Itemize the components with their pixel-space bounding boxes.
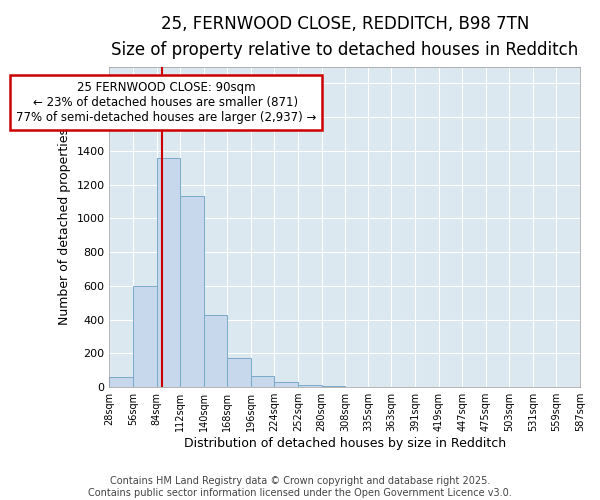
Bar <box>322 386 345 387</box>
Bar <box>298 386 322 387</box>
Bar <box>203 314 227 387</box>
Bar <box>227 358 251 387</box>
Text: 25 FERNWOOD CLOSE: 90sqm
← 23% of detached houses are smaller (871)
77% of semi-: 25 FERNWOOD CLOSE: 90sqm ← 23% of detach… <box>16 81 316 124</box>
Y-axis label: Number of detached properties: Number of detached properties <box>58 128 71 326</box>
Bar <box>274 382 298 387</box>
Bar <box>133 286 157 387</box>
Bar <box>251 376 274 387</box>
X-axis label: Distribution of detached houses by size in Redditch: Distribution of detached houses by size … <box>184 437 506 450</box>
Bar <box>180 196 203 387</box>
Text: Contains HM Land Registry data © Crown copyright and database right 2025.
Contai: Contains HM Land Registry data © Crown c… <box>88 476 512 498</box>
Bar <box>109 377 133 387</box>
Title: 25, FERNWOOD CLOSE, REDDITCH, B98 7TN
Size of property relative to detached hous: 25, FERNWOOD CLOSE, REDDITCH, B98 7TN Si… <box>111 15 578 60</box>
Bar <box>157 158 180 387</box>
